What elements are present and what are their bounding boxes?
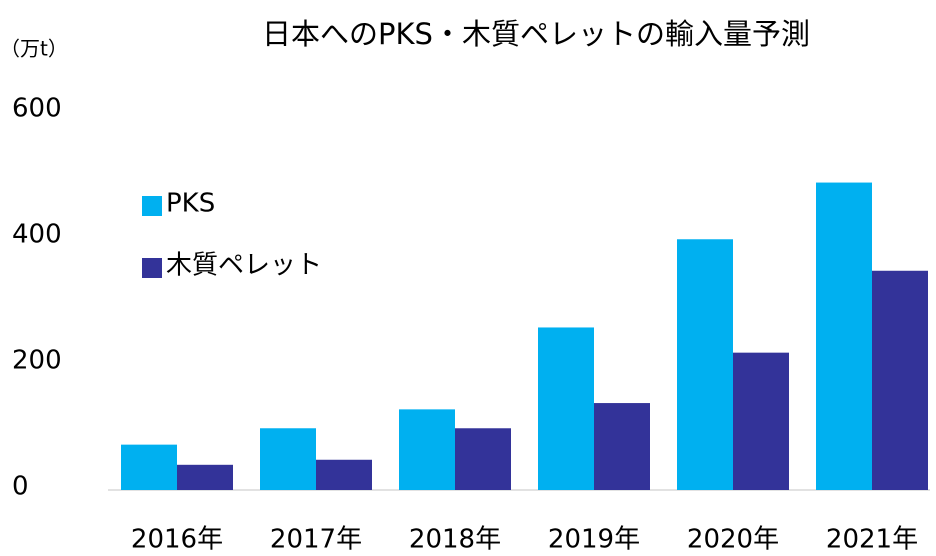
bar <box>399 409 455 490</box>
y-tick-label: 400 <box>12 220 62 250</box>
bar <box>816 182 872 490</box>
bar <box>733 352 789 490</box>
bar <box>677 239 733 490</box>
bar <box>121 444 177 490</box>
legend-label: 木質ペレット <box>166 251 322 281</box>
legend-swatch <box>142 196 162 216</box>
bar <box>594 403 650 490</box>
bar <box>316 459 372 490</box>
chart-title: 日本へのPKS・木質ペレットの輸入量予測 <box>262 17 810 51</box>
legend-swatch <box>142 258 162 278</box>
bar <box>260 428 316 490</box>
y-tick-label: 0 <box>12 472 29 502</box>
x-tick-label: 2019年 <box>548 525 640 555</box>
x-tick-label: 2020年 <box>687 525 779 555</box>
legend-label: PKS <box>166 189 215 219</box>
bar <box>455 428 511 490</box>
bar <box>538 327 594 490</box>
x-tick-label: 2016年 <box>131 525 223 555</box>
y-tick-label: 200 <box>12 346 62 376</box>
bar <box>872 270 928 490</box>
x-tick-label: 2021年 <box>826 525 918 555</box>
bar <box>177 464 233 490</box>
y-axis-label: （万t） <box>0 37 68 61</box>
y-tick-label: 600 <box>12 94 62 124</box>
x-tick-label: 2017年 <box>270 525 362 555</box>
x-tick-label: 2018年 <box>409 525 501 555</box>
